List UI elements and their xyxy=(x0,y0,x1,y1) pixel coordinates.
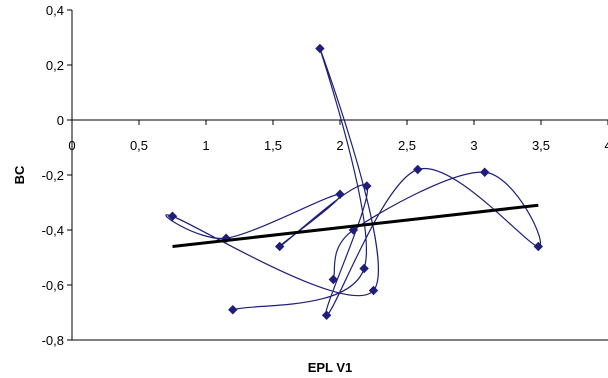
data-point xyxy=(413,164,423,175)
data-point xyxy=(228,305,238,315)
y-tick-label: -0,6 xyxy=(42,278,64,293)
y-tick-label: -0,4 xyxy=(42,223,64,238)
data-point xyxy=(533,241,544,252)
x-axis-title: EPL V1 xyxy=(308,360,353,375)
series-line xyxy=(165,47,541,316)
data-point xyxy=(368,285,379,296)
x-tick-label: 0,5 xyxy=(130,138,148,153)
x-tick-label: 4 xyxy=(604,138,608,153)
data-point xyxy=(359,263,369,274)
x-tick-label: 1,5 xyxy=(264,138,282,153)
y-tick-label: -0,2 xyxy=(42,168,64,183)
x-tick-label: 2 xyxy=(336,138,343,153)
y-tick-label: 0 xyxy=(57,113,64,128)
data-point xyxy=(315,43,325,54)
x-tick-label: 3 xyxy=(470,138,477,153)
x-tick-label: 1 xyxy=(202,138,209,153)
data-point xyxy=(167,211,178,221)
x-tick-label: 3,5 xyxy=(532,138,550,153)
data-point xyxy=(321,310,332,320)
y-axis-title: BC xyxy=(12,165,27,184)
y-tick-label: 0,4 xyxy=(46,3,64,18)
x-ticks: 0 0,5 1 1,5 2 2,5 3 3,5 4 xyxy=(68,120,608,153)
y-tick-label: 0,2 xyxy=(46,58,64,73)
trend-layer xyxy=(172,203,539,248)
data-point xyxy=(328,274,339,285)
x-tick-label: 0 xyxy=(68,138,75,153)
data-point xyxy=(480,167,490,177)
y-tick-label: -0,8 xyxy=(42,333,64,348)
data-point xyxy=(348,225,359,235)
data-point xyxy=(335,189,345,199)
x-tick-label: 2,5 xyxy=(398,138,416,153)
y-ticks: 0,4 0,2 0 -0,2 -0,4 -0,6 -0,8 xyxy=(42,3,72,348)
series-layer xyxy=(165,43,544,320)
data-point xyxy=(362,181,372,191)
data-point xyxy=(274,241,285,252)
trendline xyxy=(172,203,539,248)
